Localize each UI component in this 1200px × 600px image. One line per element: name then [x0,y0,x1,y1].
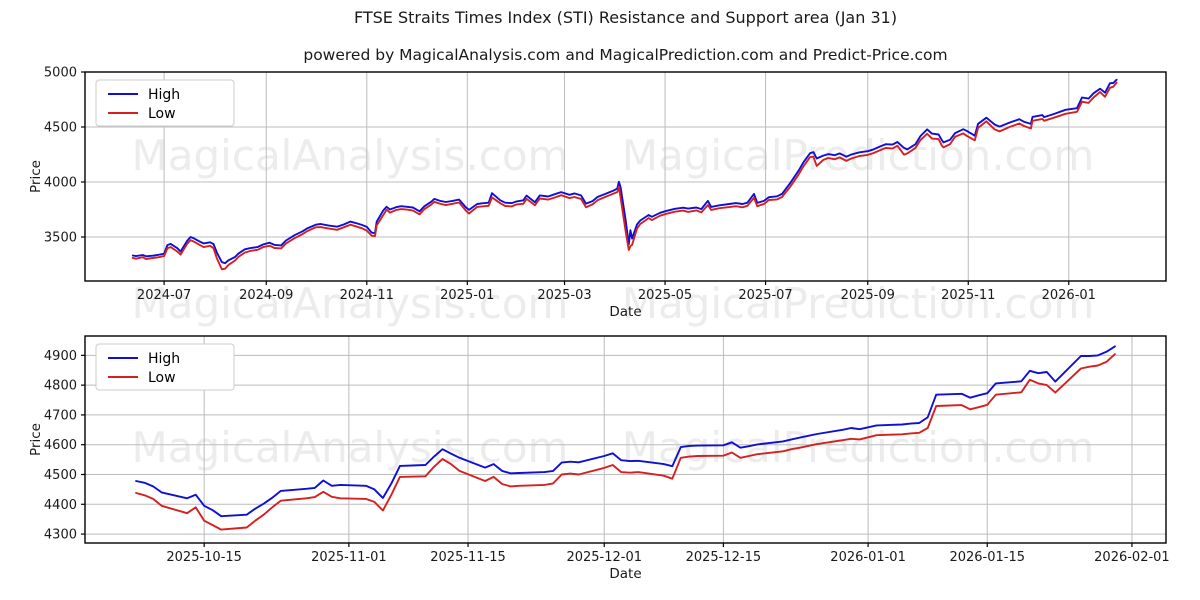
axes-frame [84,335,1167,544]
x-tick-label: 2025-09 [841,288,895,303]
x-tick-label: 2026-01 [1042,288,1096,303]
watermark-magicalprediction: MagicalPrediction.com [622,423,1095,472]
x-tick-label: 2024-07 [137,288,191,303]
y-tick-label: 4600 [44,438,77,453]
low-series-line [135,353,1116,531]
figure-subtitle: powered by MagicalAnalysis.com and Magic… [303,46,948,64]
axes-frame [84,71,1167,282]
y-axis-label: Price [28,423,44,456]
x-tick-label: 2024-09 [239,288,293,303]
x-tick-label: 2025-12-15 [686,550,762,565]
y-tick-label: 4900 [44,349,77,364]
x-axis-label: Date [609,566,641,582]
x-tick-label: 2026-01-15 [949,550,1025,565]
y-tick-label: 5000 [44,66,77,81]
y-tick-label: 4300 [44,528,77,543]
x-tick-label: 2026-02-01 [1094,550,1170,565]
legend-label: High [148,351,180,367]
x-axis-label: Date [609,304,641,320]
legend [95,79,235,127]
y-tick-label: 4700 [44,408,77,423]
legend-label: High [148,87,180,103]
watermark-magicalanalysis: MagicalAnalysis.com [132,131,569,180]
x-tick-label: 2025-12-01 [566,550,642,565]
x-tick-label: 2025-05 [638,288,692,303]
y-tick-label: 4000 [44,176,77,191]
y-tick-label: 3500 [44,231,77,246]
y-tick-label: 4500 [44,121,77,136]
x-tick-label: 2024-11 [340,288,394,303]
x-tick-label: 2025-11-15 [430,550,506,565]
x-tick-label: 2025-03 [537,288,591,303]
high-series-line [131,78,1118,265]
x-tick-label: 2025-11-01 [311,550,387,565]
x-tick-label: 2025-11 [941,288,995,303]
x-tick-label: 2026-01-01 [830,550,906,565]
y-tick-label: 4500 [44,468,77,483]
chart-1: MagicalAnalysis.com MagicalPrediction.com… [28,66,1167,328]
low-series-line [131,81,1118,271]
legend [95,343,235,391]
chart-2: MagicalAnalysis.com MagicalPrediction.com… [28,335,1170,582]
figure-title: FTSE Straits Times Index (STI) Resistanc… [353,8,898,27]
high-series-line [135,345,1116,518]
legend-label: Low [148,106,176,122]
x-tick-label: 2025-01 [440,288,494,303]
x-tick-label: 2025-07 [738,288,792,303]
y-tick-label: 4800 [44,379,77,394]
x-tick-label: 2025-10-15 [166,550,242,565]
watermark-magicalanalysis: MagicalAnalysis.com [132,279,569,328]
y-axis-label: Price [28,160,44,193]
watermark-magicalprediction: MagicalPrediction.com [622,279,1095,328]
legend-label: Low [148,370,176,386]
y-tick-label: 4400 [44,498,77,513]
watermark-magicalanalysis: MagicalAnalysis.com [132,423,569,472]
